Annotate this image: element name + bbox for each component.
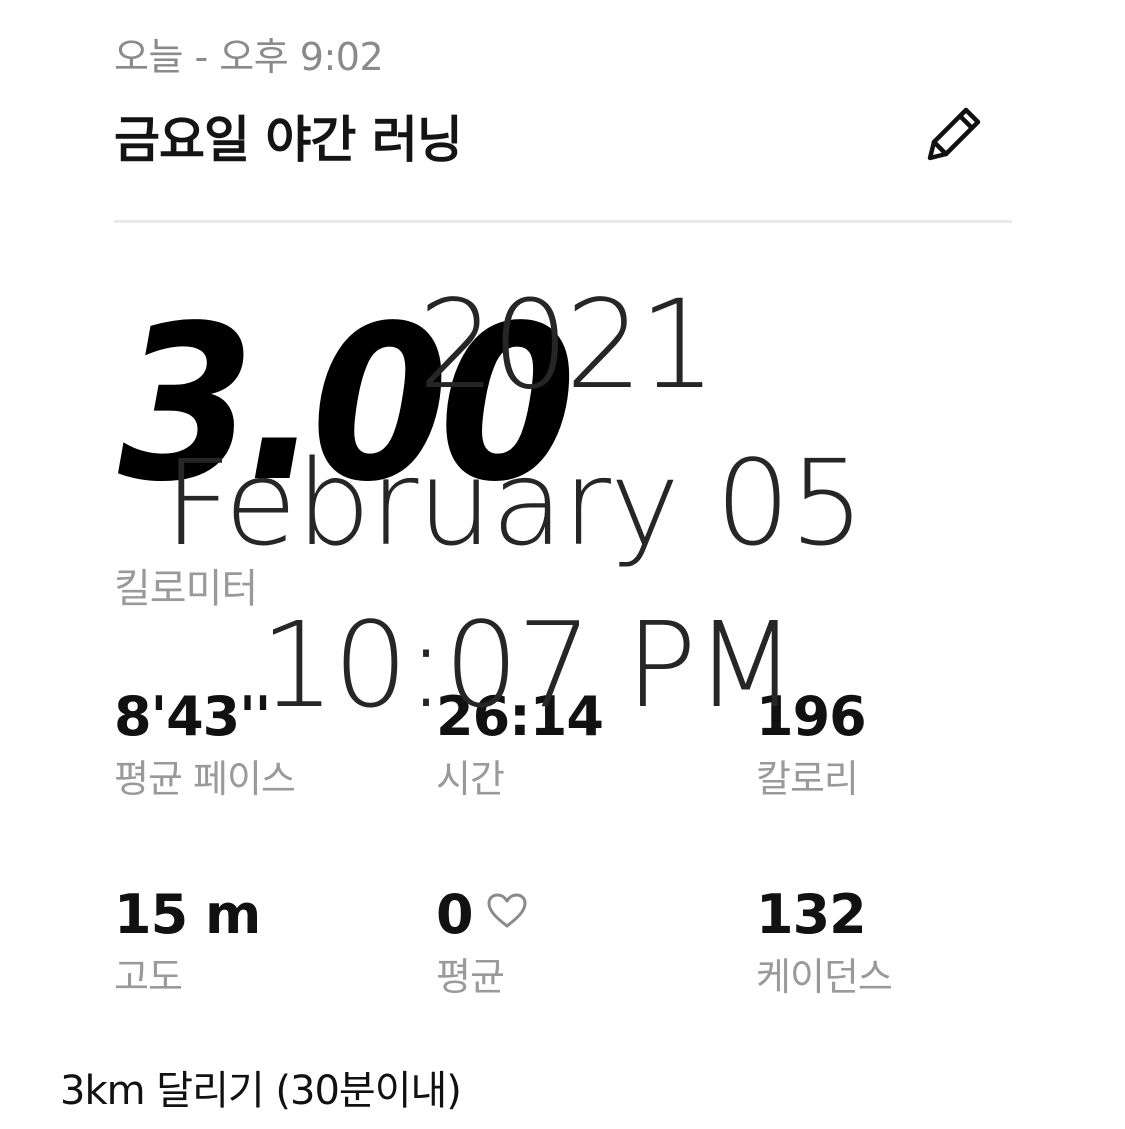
pencil-icon (927, 107, 981, 161)
run-summary-screen: 오늘 - 오후 9:02 금요일 야간 러닝 3.00 킬로미터 8'43'' … (114, 35, 1012, 999)
header-divider (114, 220, 1012, 223)
calories-label: 칼로리 (756, 757, 859, 801)
calories-value: 196 (756, 685, 867, 748)
avg-pace-value: 8'43'' (114, 685, 271, 748)
avg-heart-rate-label: 평균 (436, 955, 505, 999)
cadence-label: 케이던스 (756, 955, 893, 999)
elevation-value: 15 m (114, 883, 261, 946)
run-title: 금요일 야간 러닝 (114, 111, 463, 169)
duration-value: 26:14 (436, 685, 604, 748)
heart-icon (487, 893, 527, 928)
edit-title-button[interactable] (918, 100, 988, 170)
duration-label: 시간 (436, 757, 505, 801)
distance-value: 3.00 (118, 280, 576, 529)
run-date-time: 오늘 - 오후 9:02 (114, 35, 384, 79)
avg-heart-rate-value: 0 (436, 883, 474, 946)
elevation-label: 고도 (114, 955, 183, 999)
distance-unit-label: 킬로미터 (114, 566, 258, 612)
avg-pace-label: 평균 페이스 (114, 757, 296, 801)
post-caption: 3km 달리기 (30분이내) (60, 1068, 462, 1114)
cadence-value: 132 (756, 883, 867, 946)
